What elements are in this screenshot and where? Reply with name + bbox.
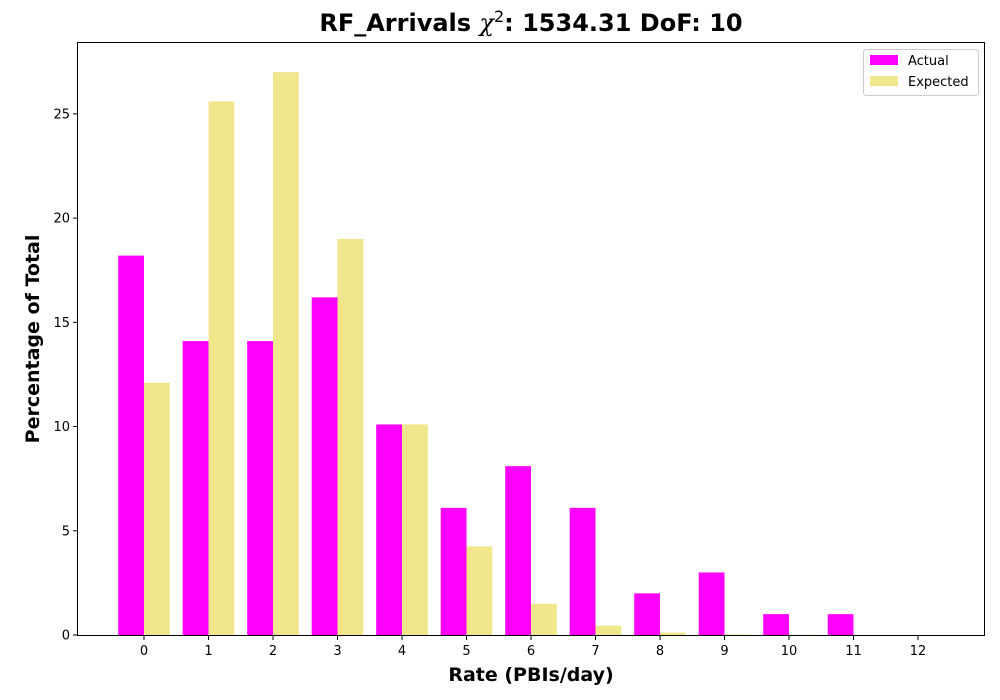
- title-suffix: : 1534.31 DoF: 10: [504, 9, 742, 37]
- legend-label-actual: Actual: [908, 54, 949, 69]
- bar-actual-9: [698, 572, 725, 635]
- y-tick-label: 10: [53, 420, 70, 435]
- bar-expected-7: [595, 625, 622, 635]
- legend-swatch-expected: [870, 76, 898, 86]
- bar-expected-4: [402, 424, 428, 635]
- bar-expected-6: [531, 603, 557, 635]
- bar-expected-5: [466, 546, 493, 635]
- x-axis-ticks: 0 1 2 3 4 5 6 7 8 9 10 11 12: [140, 635, 926, 659]
- x-tick-label: 2: [269, 644, 277, 659]
- plot-frame: [77, 42, 985, 636]
- y-tick-label: 25: [53, 107, 70, 122]
- bar-expected-3: [337, 238, 364, 635]
- x-tick-label: 5: [462, 644, 470, 659]
- bar-expected-2: [273, 72, 299, 636]
- x-tick-label: 11: [845, 644, 862, 659]
- x-axis-label: Rate (PBIs/day): [448, 664, 613, 686]
- bar-actual-3: [311, 297, 338, 635]
- chi-exponent: 2: [494, 7, 504, 26]
- bar-expected-1: [208, 101, 235, 636]
- x-tick-label: 12: [910, 644, 927, 659]
- x-tick-label: 4: [398, 644, 406, 659]
- x-tick-label: 10: [781, 644, 798, 659]
- bar-actual-7: [569, 507, 596, 635]
- bar-expected-8: [660, 632, 686, 635]
- y-tick-label: 20: [53, 212, 70, 227]
- legend: Actual Expected: [863, 49, 979, 96]
- bar-expected-9: [724, 634, 751, 635]
- x-tick-label: 1: [204, 644, 212, 659]
- x-tick-label: 0: [140, 644, 148, 659]
- x-tick-label: 9: [720, 644, 728, 659]
- x-tick-label: 8: [656, 644, 664, 659]
- y-tick-label: 0: [62, 629, 70, 644]
- bar-actual-5: [440, 507, 467, 635]
- bar-expected-0: [144, 382, 170, 635]
- y-axis-ticks: 0 5 10 15 20 25: [53, 107, 78, 644]
- y-axis-label: Percentage of Total: [22, 235, 44, 444]
- bar-actual-4: [376, 424, 402, 635]
- bar-actual-6: [505, 466, 531, 635]
- title-prefix: RF_Arrivals: [319, 9, 479, 37]
- legend-label-expected: Expected: [908, 75, 969, 90]
- y-tick-label: 5: [62, 524, 70, 539]
- chi-symbol: χ: [477, 9, 495, 37]
- bar-actual-0: [118, 255, 144, 635]
- bar-actual-2: [247, 341, 273, 635]
- bar-actual-1: [182, 341, 209, 635]
- bar-actual-8: [634, 593, 660, 635]
- legend-swatch-actual: [870, 55, 898, 65]
- bar-actual-10: [763, 614, 789, 635]
- x-tick-label: 3: [333, 644, 341, 659]
- bars-group: [118, 72, 854, 636]
- x-tick-label: 6: [527, 644, 535, 659]
- y-tick-label: 15: [53, 316, 70, 331]
- bar-actual-11: [827, 614, 854, 635]
- x-tick-label: 7: [591, 644, 599, 659]
- chart-title: RF_Arrivals χ2: 1534.31 DoF: 10: [319, 7, 742, 37]
